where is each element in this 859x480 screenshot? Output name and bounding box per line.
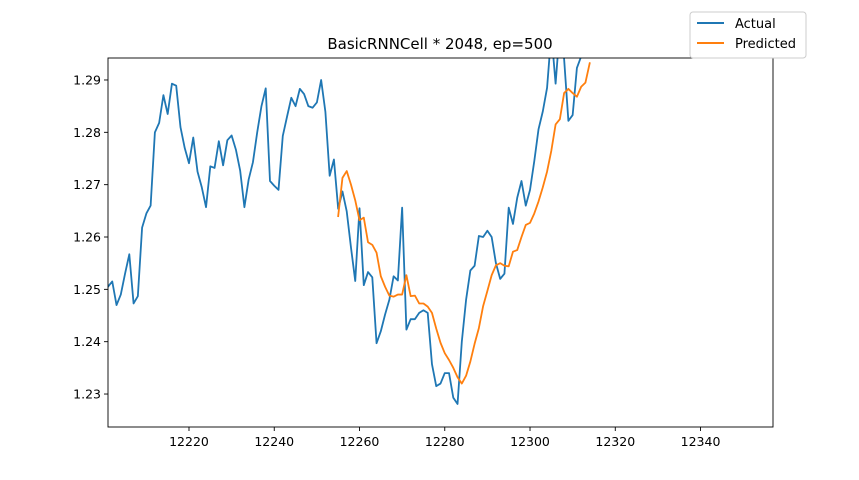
chart-title: BasicRNNCell * 2048, ep=500 bbox=[327, 35, 552, 53]
x-tick-label: 12240 bbox=[254, 434, 294, 449]
x-tick-label: 12260 bbox=[340, 434, 380, 449]
series-lines bbox=[108, 58, 591, 405]
x-tick-label: 12340 bbox=[681, 434, 721, 449]
y-tick-label: 1.25 bbox=[73, 282, 101, 297]
x-tick-label: 12280 bbox=[425, 434, 465, 449]
x-tick-label: 12220 bbox=[169, 434, 209, 449]
y-tick-label: 1.29 bbox=[73, 72, 101, 87]
plot-frame bbox=[107, 57, 774, 428]
x-tick-label: 12320 bbox=[595, 434, 635, 449]
y-axis: 1.23 1.24 1.25 1.26 1.27 1.28 1.29 bbox=[73, 72, 108, 402]
series-line-predicted bbox=[337, 62, 591, 385]
legend: Actual Predicted bbox=[689, 11, 807, 59]
y-tick-label: 1.28 bbox=[73, 125, 101, 140]
y-tick-label: 1.26 bbox=[73, 230, 101, 245]
x-axis: 12220 12240 12260 12280 12300 12320 12340 bbox=[169, 427, 720, 449]
legend-label-predicted: Predicted bbox=[735, 37, 796, 52]
series-line-actual bbox=[108, 58, 582, 405]
y-tick-label: 1.24 bbox=[73, 334, 101, 349]
y-tick-label: 1.27 bbox=[73, 177, 101, 192]
x-tick-label: 12300 bbox=[510, 434, 550, 449]
y-tick-label: 1.23 bbox=[73, 387, 101, 402]
legend-label-actual: Actual bbox=[735, 17, 776, 32]
